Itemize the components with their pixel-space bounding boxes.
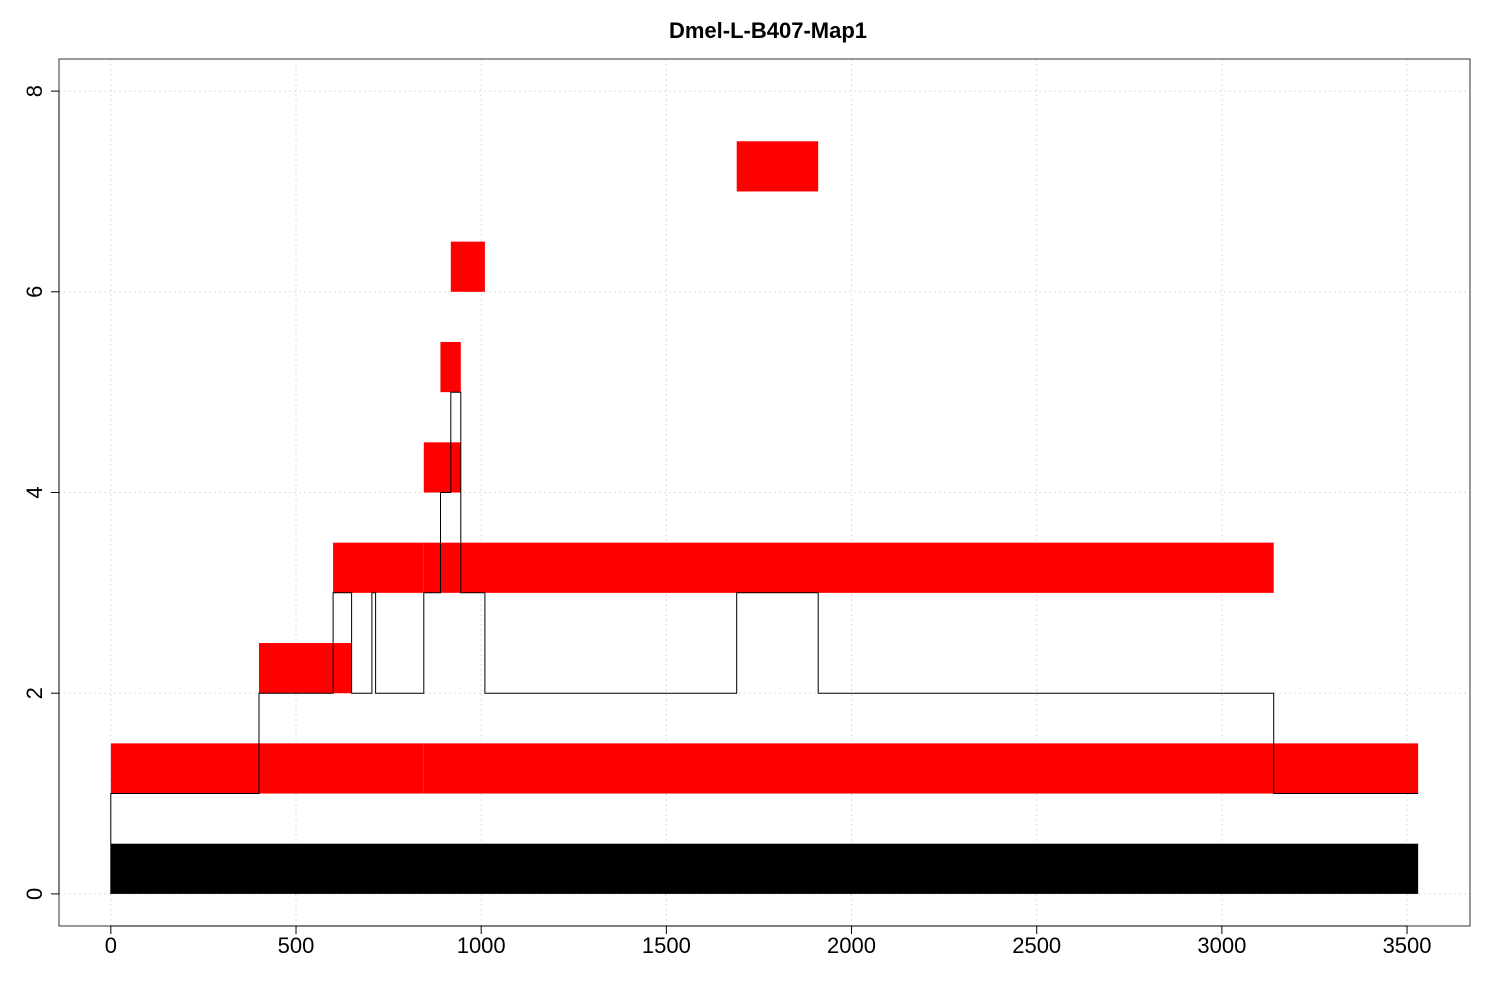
x-tick-label-3: 1500 <box>642 933 691 958</box>
x-axis: 0 500 1000 1500 2000 2500 3000 3500 <box>105 925 1432 958</box>
segment-bar-10 <box>450 241 485 292</box>
segment-bar-11 <box>736 141 819 192</box>
x-tick-label-6: 3000 <box>1197 933 1246 958</box>
segment-bar-1 <box>258 743 424 794</box>
x-tick-label-0: 0 <box>105 933 117 958</box>
segment-bar-9 <box>440 341 461 393</box>
y-tick-label-2: 4 <box>22 486 47 498</box>
segment-bar-4 <box>258 643 352 694</box>
segment-bar-2 <box>423 743 1274 794</box>
coverage-line <box>110 391 1419 894</box>
segment-bar-3 <box>1273 743 1419 794</box>
segment-bar-7 <box>460 542 1274 593</box>
chart-title: Dmel-L-B407-Map1 <box>669 18 867 43</box>
segment-bar-layer <box>110 141 1419 894</box>
x-tick-label-4: 2000 <box>827 933 876 958</box>
y-tick-label-1: 2 <box>22 687 47 699</box>
segment-bar-8 <box>423 442 461 493</box>
y-tick-label-4: 8 <box>22 85 47 97</box>
x-tick-label-2: 1000 <box>457 933 506 958</box>
x-tick-label-1: 500 <box>278 933 315 958</box>
x-tick-label-7: 3500 <box>1383 933 1432 958</box>
segment-bar-5 <box>333 542 424 593</box>
y-tick-label-3: 6 <box>22 286 47 298</box>
y-tick-label-0: 0 <box>22 888 47 900</box>
reference-bar <box>110 843 1419 894</box>
segment-bar-6 <box>423 542 461 593</box>
segment-bar-0 <box>110 743 259 794</box>
coverage-line-layer <box>110 391 1419 894</box>
y-axis: 0 2 4 6 8 <box>22 85 60 900</box>
x-tick-label-5: 2500 <box>1012 933 1061 958</box>
